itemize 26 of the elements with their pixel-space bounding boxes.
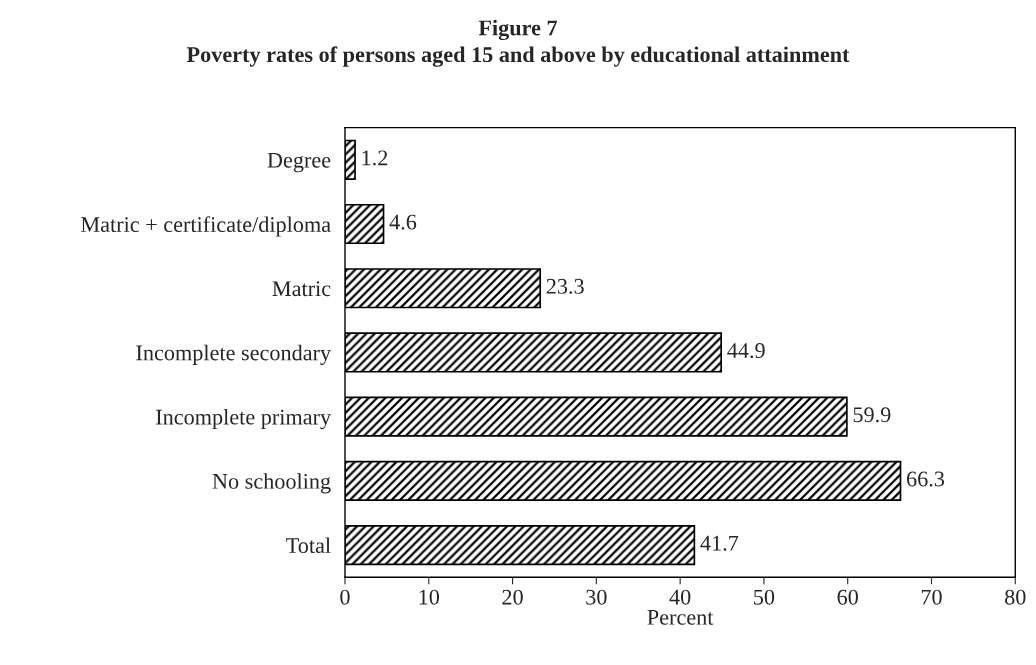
x-tick-label: 0 bbox=[340, 589, 350, 605]
data-label: 23.3 bbox=[546, 278, 584, 294]
x-tick-label: 80 bbox=[1005, 589, 1026, 605]
x-tick-label: 50 bbox=[754, 589, 775, 605]
data-label: 59.9 bbox=[853, 407, 891, 423]
y-tick-label: Incomplete primary bbox=[156, 408, 332, 430]
y-tick-label: Total bbox=[286, 537, 331, 554]
x-tick-label: 10 bbox=[419, 589, 440, 605]
data-label: 44.9 bbox=[727, 343, 765, 359]
data-label: 41.7 bbox=[700, 535, 739, 551]
y-tick-label: Degree bbox=[267, 152, 331, 173]
x-tick-label: 20 bbox=[502, 589, 523, 605]
x-axis-title: Percent bbox=[647, 610, 714, 625]
x-tick-label: 70 bbox=[921, 589, 942, 605]
x-tick-label: 30 bbox=[586, 589, 607, 605]
y-tick-label: Matric bbox=[272, 281, 331, 297]
data-label: 4.6 bbox=[389, 214, 417, 230]
data-label: 66.3 bbox=[907, 471, 945, 487]
chart-title: Figure 7 bbox=[478, 19, 558, 41]
x-tick-label: 60 bbox=[837, 589, 858, 605]
y-tick-label: Matric + certificate/diploma bbox=[81, 216, 331, 237]
y-tick-label: Incomplete secondary bbox=[136, 344, 332, 365]
data-label: 1.2 bbox=[362, 150, 388, 166]
y-tick-label: No schooling bbox=[212, 473, 331, 494]
chart-subtitle: Poverty rates of persons aged 15 and above by educational attainment bbox=[186, 46, 850, 67]
x-tick-label: 40 bbox=[669, 589, 691, 605]
